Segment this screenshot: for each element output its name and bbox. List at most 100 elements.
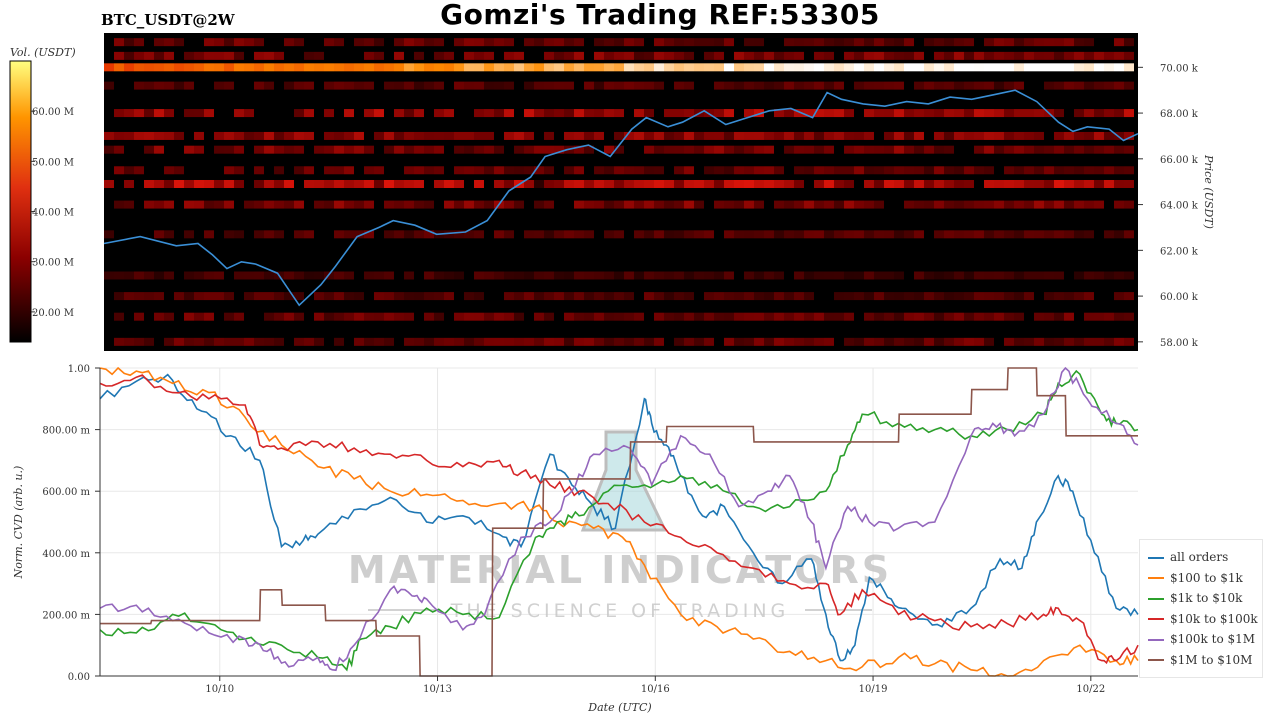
heatmap-cell — [454, 63, 464, 72]
heatmap-cell — [854, 271, 864, 280]
legend: all orders $100 to $1k $1k to $10k $10k to … — [1139, 539, 1263, 678]
price-axis-label: Price (USDT) — [1202, 154, 1215, 229]
heatmap-cell — [464, 131, 474, 140]
heatmap-cell — [454, 38, 464, 47]
x-tick-label: 10/16 — [641, 684, 670, 695]
heatmap-cell — [634, 166, 644, 175]
heatmap-cell — [994, 38, 1004, 47]
heatmap-cell — [344, 230, 354, 239]
heatmap-cell — [484, 271, 494, 280]
cvd-y-axis-label: Norm. CVD (arb. u.) — [12, 466, 25, 580]
heatmap-cell — [904, 131, 914, 140]
heatmap-cell — [554, 145, 564, 154]
heatmap-cell — [614, 38, 624, 47]
heatmap-cell — [164, 230, 174, 239]
heatmap-cell — [404, 230, 414, 239]
heatmap-cell — [914, 166, 924, 175]
heatmap-cell — [344, 166, 354, 175]
heatmap-cell — [224, 63, 234, 72]
heatmap-cell — [104, 230, 114, 239]
heatmap-cell — [204, 271, 214, 280]
heatmap-cell — [624, 51, 634, 60]
heatmap-cell — [1104, 63, 1114, 72]
heatmap-cell — [674, 179, 684, 188]
heatmap-cell — [854, 51, 864, 60]
heatmap-cell — [174, 292, 184, 301]
heatmap-cell — [1104, 271, 1114, 280]
heatmap-cell — [494, 81, 504, 90]
heatmap-cell — [704, 179, 714, 188]
heatmap-cell — [1074, 145, 1084, 154]
heatmap-cell — [1054, 166, 1064, 175]
heatmap-cell — [374, 131, 384, 140]
heatmap-cell — [274, 131, 284, 140]
heatmap-cell — [524, 166, 534, 175]
heatmap-cell — [1054, 200, 1064, 209]
heatmap-cell — [904, 166, 914, 175]
heatmap-cell — [1004, 166, 1014, 175]
heatmap-cell — [314, 200, 324, 209]
heatmap-cell — [524, 179, 534, 188]
heatmap-cell — [254, 179, 264, 188]
heatmap-cell — [694, 337, 704, 346]
heatmap-cell — [1004, 292, 1014, 301]
heatmap-cell — [454, 271, 464, 280]
heatmap-cell — [334, 179, 344, 188]
heatmap-cell — [514, 271, 524, 280]
heatmap-cell — [1004, 179, 1014, 188]
heatmap-cell — [574, 109, 584, 118]
heatmap-cell — [334, 38, 344, 47]
heatmap-cell — [504, 200, 514, 209]
heatmap-cell — [384, 312, 394, 321]
heatmap-cell — [194, 51, 204, 60]
heatmap-cell — [1034, 145, 1044, 154]
heatmap-cell — [744, 81, 754, 90]
heatmap-cell — [444, 109, 454, 118]
heatmap-cell — [844, 131, 854, 140]
heatmap-cell — [294, 131, 304, 140]
heatmap-cell — [384, 63, 394, 72]
heatmap-cell — [224, 38, 234, 47]
heatmap-cell — [304, 166, 314, 175]
heatmap-cell — [654, 312, 664, 321]
heatmap-cell — [464, 166, 474, 175]
heatmap-cell — [194, 292, 204, 301]
heatmap-cell — [664, 179, 674, 188]
heatmap-cell — [214, 131, 224, 140]
watermark-subtitle: THE SCIENCE OF TRADING — [450, 600, 790, 622]
heatmap-cell — [404, 179, 414, 188]
heatmap-cell — [764, 312, 774, 321]
heatmap-cell — [194, 109, 204, 118]
heatmap-cell — [954, 312, 964, 321]
heatmap-cell — [674, 271, 684, 280]
heatmap-cell — [504, 131, 514, 140]
heatmap-cell — [584, 109, 594, 118]
heatmap-cell — [754, 145, 764, 154]
heatmap-cell — [994, 81, 1004, 90]
heatmap-cell — [1014, 81, 1024, 90]
heatmap-cell — [824, 51, 834, 60]
heatmap-cell — [324, 312, 334, 321]
heatmap-cell — [904, 230, 914, 239]
heatmap-cell — [574, 200, 584, 209]
heatmap-cell — [714, 179, 724, 188]
heatmap-cell — [944, 230, 954, 239]
heatmap-cell — [974, 109, 984, 118]
heatmap-cell — [154, 38, 164, 47]
heatmap-cell — [594, 81, 604, 90]
heatmap-cell — [874, 271, 884, 280]
heatmap-cell — [594, 131, 604, 140]
heatmap-cell — [644, 166, 654, 175]
heatmap-cell — [734, 145, 744, 154]
heatmap-cell — [444, 63, 454, 72]
heatmap-cell — [554, 292, 564, 301]
heatmap-cell — [844, 145, 854, 154]
heatmap-cell — [174, 38, 184, 47]
colorbar — [9, 60, 32, 343]
heatmap-cell — [744, 179, 754, 188]
heatmap-cell — [944, 337, 954, 346]
heatmap-cell — [684, 312, 694, 321]
heatmap-cell — [1114, 230, 1124, 239]
heatmap-cell — [1084, 230, 1094, 239]
